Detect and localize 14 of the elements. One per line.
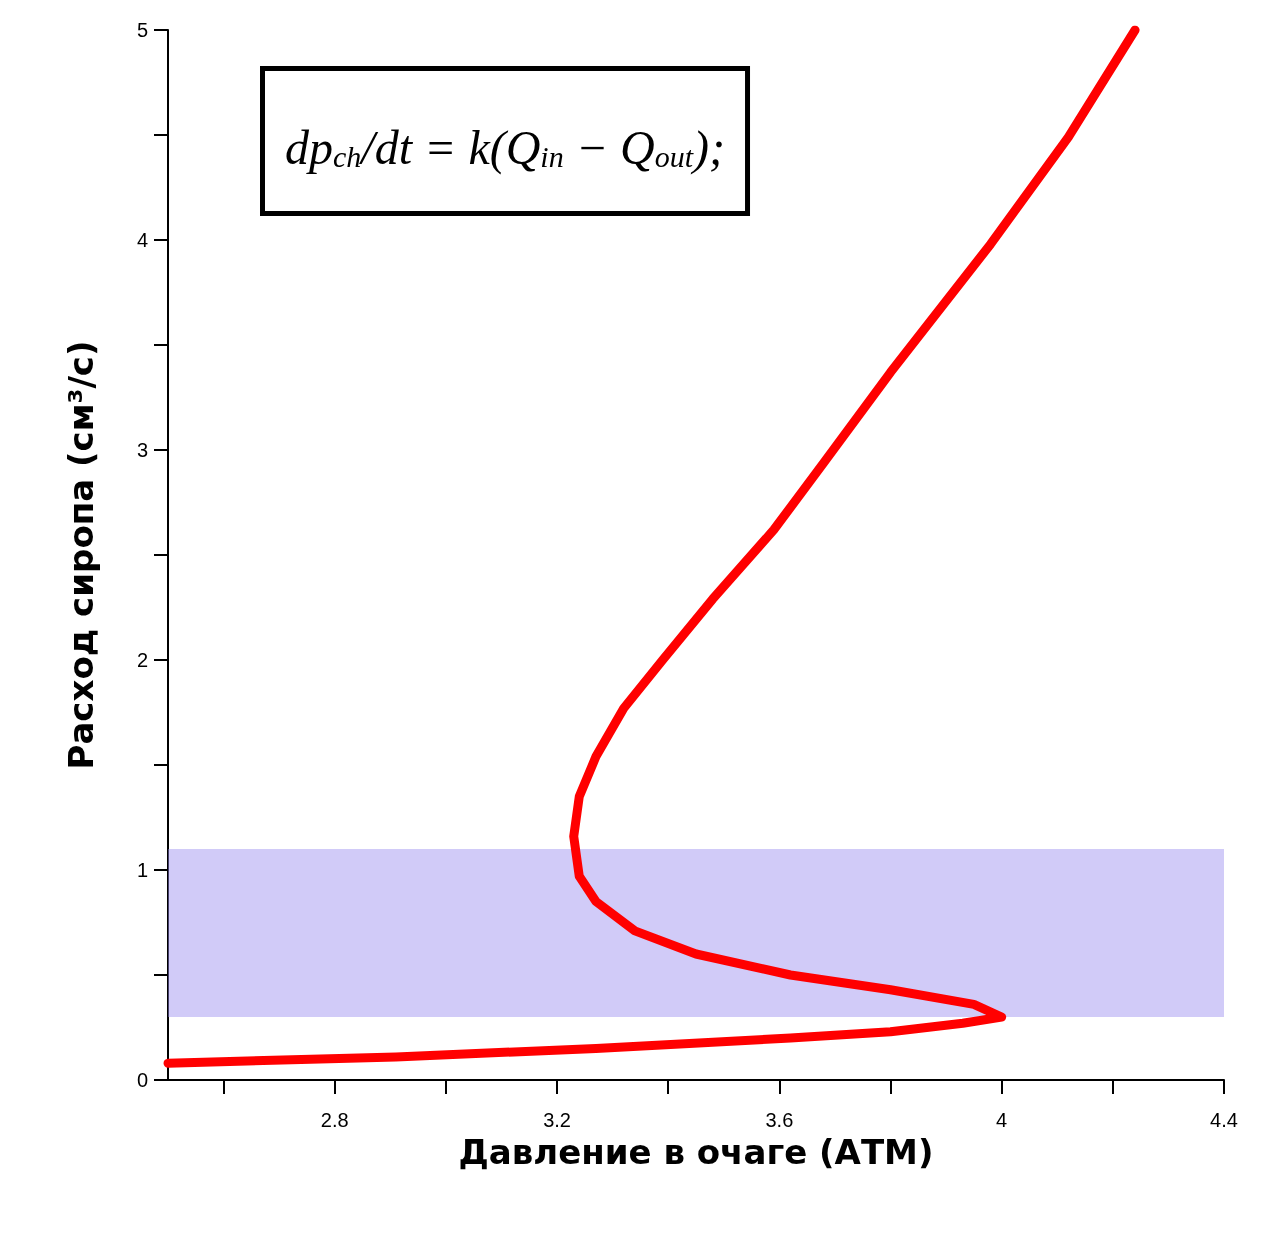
y-tick-label: 0 — [136, 1069, 148, 1091]
y-tick-label: 5 — [136, 19, 148, 41]
x-tick-label: 4 — [996, 1109, 1008, 1131]
x-tick-label: 2.8 — [320, 1109, 349, 1131]
x-tick-label: 3.6 — [765, 1109, 794, 1131]
annotation: dpch/dt = k(Qin − Qout); — [285, 120, 726, 175]
x-axis-title: Давление в очаге (АТМ) — [458, 1131, 934, 1172]
x-tick-label: 4.4 — [1210, 1109, 1238, 1131]
y-tick-label: 4 — [136, 229, 148, 251]
y-tick-label: 3 — [136, 439, 148, 461]
x-tick-label: 3.2 — [543, 1109, 571, 1131]
y-axis-title: Расход сиропа (см³/с) — [61, 340, 101, 770]
y-tick-label: 2 — [136, 649, 148, 671]
y-tick-label: 1 — [136, 859, 148, 881]
